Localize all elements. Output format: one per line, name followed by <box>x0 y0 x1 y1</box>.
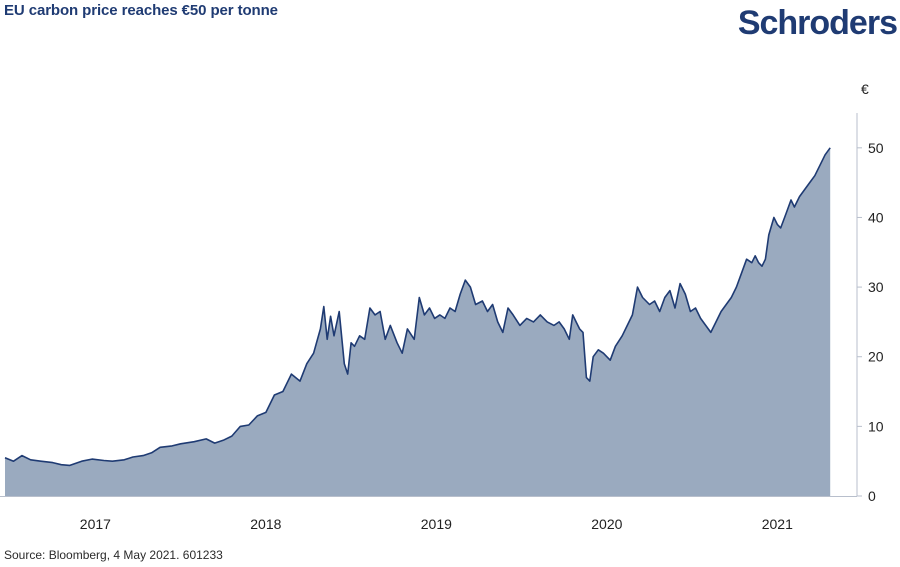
y-axis: 0 10 20 30 40 50 <box>856 113 884 504</box>
y-tick-label: 30 <box>868 279 884 295</box>
series-line <box>4 147 831 467</box>
x-tick-label: 2017 <box>80 516 111 532</box>
y-tick-label: 40 <box>868 209 884 225</box>
x-tick-label: 2020 <box>591 516 622 532</box>
brand-logo: Schroders <box>737 4 898 42</box>
x-axis: 2017 2018 2019 2020 2021 <box>0 496 857 532</box>
x-tick-label: 2019 <box>421 516 452 532</box>
y-tick-label: 20 <box>868 349 884 365</box>
y-tick-label: 10 <box>868 418 884 434</box>
x-tick-label: 2018 <box>250 516 281 532</box>
y-tick-label: 50 <box>868 140 884 156</box>
x-tick-label: 2021 <box>762 516 793 532</box>
y-tick-label: 0 <box>868 488 876 504</box>
chart-title: EU carbon price reaches €50 per tonne <box>4 2 278 19</box>
y-axis-unit-label: € <box>861 81 869 97</box>
source-note: Source: Bloomberg, 4 May 2021. 601233 <box>4 548 223 562</box>
series-area-fill <box>5 147 831 497</box>
